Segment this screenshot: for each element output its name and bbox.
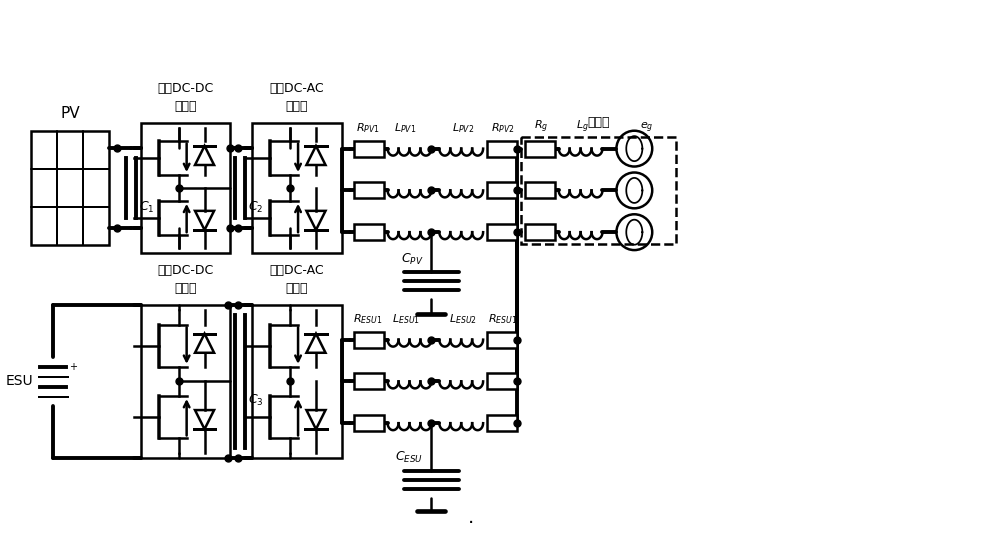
Text: $L_{ESU2}$: $L_{ESU2}$ bbox=[449, 312, 477, 326]
Bar bbox=[141, 305, 230, 458]
Text: 储能DC-DC: 储能DC-DC bbox=[158, 264, 214, 277]
Text: .: . bbox=[468, 508, 474, 527]
Bar bbox=[487, 182, 517, 198]
Text: 光伏DC-AC: 光伏DC-AC bbox=[270, 82, 324, 95]
Text: $e_g$: $e_g$ bbox=[640, 120, 653, 135]
Text: +: + bbox=[69, 363, 77, 372]
Bar bbox=[141, 123, 230, 253]
Bar bbox=[252, 123, 342, 253]
Bar bbox=[487, 141, 517, 157]
Bar bbox=[354, 141, 384, 157]
Text: PV: PV bbox=[60, 106, 80, 121]
Text: $L_{PV2}$: $L_{PV2}$ bbox=[452, 121, 474, 135]
Text: $C_3$: $C_3$ bbox=[248, 393, 264, 409]
Text: 储能DC-AC: 储能DC-AC bbox=[270, 264, 324, 277]
Bar bbox=[487, 415, 517, 431]
Text: $C_{ESU}$: $C_{ESU}$ bbox=[395, 450, 423, 465]
Text: $C_{PV}$: $C_{PV}$ bbox=[401, 252, 423, 267]
Bar bbox=[525, 182, 555, 198]
Text: 变流器: 变流器 bbox=[286, 100, 308, 113]
Bar bbox=[354, 374, 384, 389]
Bar bbox=[354, 331, 384, 348]
Text: $L_{ESU1}$: $L_{ESU1}$ bbox=[392, 312, 420, 326]
Text: $R_g$: $R_g$ bbox=[534, 118, 548, 135]
Bar bbox=[31, 131, 109, 245]
Bar bbox=[487, 224, 517, 240]
Bar bbox=[487, 331, 517, 348]
Text: $L_{PV1}$: $L_{PV1}$ bbox=[394, 121, 417, 135]
Text: 光伏DC-DC: 光伏DC-DC bbox=[158, 82, 214, 95]
Bar bbox=[354, 415, 384, 431]
Bar bbox=[487, 374, 517, 389]
Bar bbox=[354, 224, 384, 240]
Bar bbox=[525, 141, 555, 157]
Text: $R_{PV2}$: $R_{PV2}$ bbox=[491, 121, 515, 135]
Text: $R_{PV1}$: $R_{PV1}$ bbox=[356, 121, 380, 135]
Text: 并网点: 并网点 bbox=[587, 116, 610, 129]
Bar bbox=[525, 224, 555, 240]
Text: 变流器: 变流器 bbox=[174, 282, 197, 295]
Text: $R_{ESU1}$: $R_{ESU1}$ bbox=[353, 312, 382, 326]
Text: 变流器: 变流器 bbox=[286, 282, 308, 295]
Text: $L_g$: $L_g$ bbox=[576, 118, 589, 135]
Text: $R_{ESU1}$: $R_{ESU1}$ bbox=[488, 312, 518, 326]
Bar bbox=[252, 305, 342, 458]
Text: 变流器: 变流器 bbox=[174, 100, 197, 113]
Text: $C_2$: $C_2$ bbox=[248, 200, 264, 215]
Bar bbox=[521, 137, 676, 244]
Bar bbox=[354, 182, 384, 198]
Text: $C_1$: $C_1$ bbox=[139, 200, 154, 215]
Text: ESU: ESU bbox=[6, 375, 33, 389]
